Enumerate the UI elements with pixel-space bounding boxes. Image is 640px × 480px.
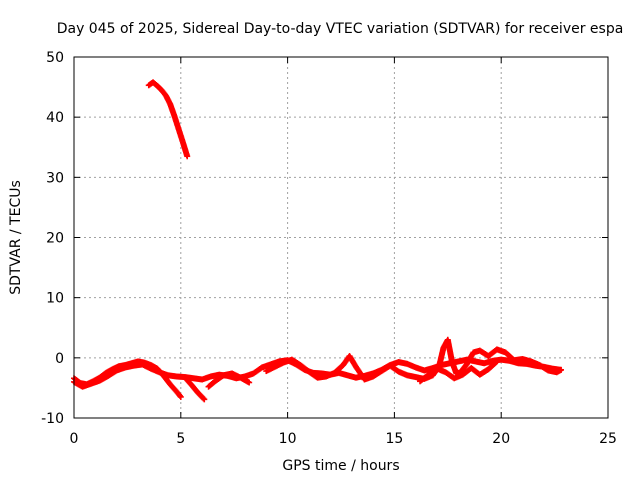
y-axis: -10 0 10 20 30 40 50 xyxy=(41,50,608,427)
y-tick-label: -10 xyxy=(41,411,64,427)
chart-title: Day 045 of 2025, Sidereal Day-to-day VTE… xyxy=(57,21,624,37)
data-point xyxy=(200,395,207,402)
data-series xyxy=(71,79,565,403)
x-tick-label: 0 xyxy=(70,431,79,447)
x-tick-label: 15 xyxy=(385,431,403,447)
x-axis-label: GPS time / hours xyxy=(282,458,399,474)
x-tick-label: 5 xyxy=(176,431,185,447)
data-point xyxy=(184,153,191,160)
y-tick-label: 20 xyxy=(46,231,64,247)
y-tick-label: 50 xyxy=(46,50,64,66)
data-point xyxy=(177,393,184,400)
data-point xyxy=(201,396,208,403)
y-tick-label: 30 xyxy=(46,170,64,186)
x-tick-label: 10 xyxy=(279,431,297,447)
y-tick-label: 10 xyxy=(46,291,64,307)
x-tick-label: 20 xyxy=(492,431,510,447)
data-point xyxy=(176,392,183,399)
x-axis: 0 5 10 15 20 25 xyxy=(70,57,617,447)
y-tick-label: 40 xyxy=(46,110,64,126)
data-point xyxy=(493,358,500,365)
data-point xyxy=(492,359,499,366)
y-axis-label: SDTVAR / TECUs xyxy=(8,180,24,295)
data-point xyxy=(246,379,253,386)
y-tick-label: 0 xyxy=(55,351,64,367)
plot-frame xyxy=(73,56,609,419)
x-tick-label: 25 xyxy=(599,431,617,447)
data-point xyxy=(558,366,565,373)
